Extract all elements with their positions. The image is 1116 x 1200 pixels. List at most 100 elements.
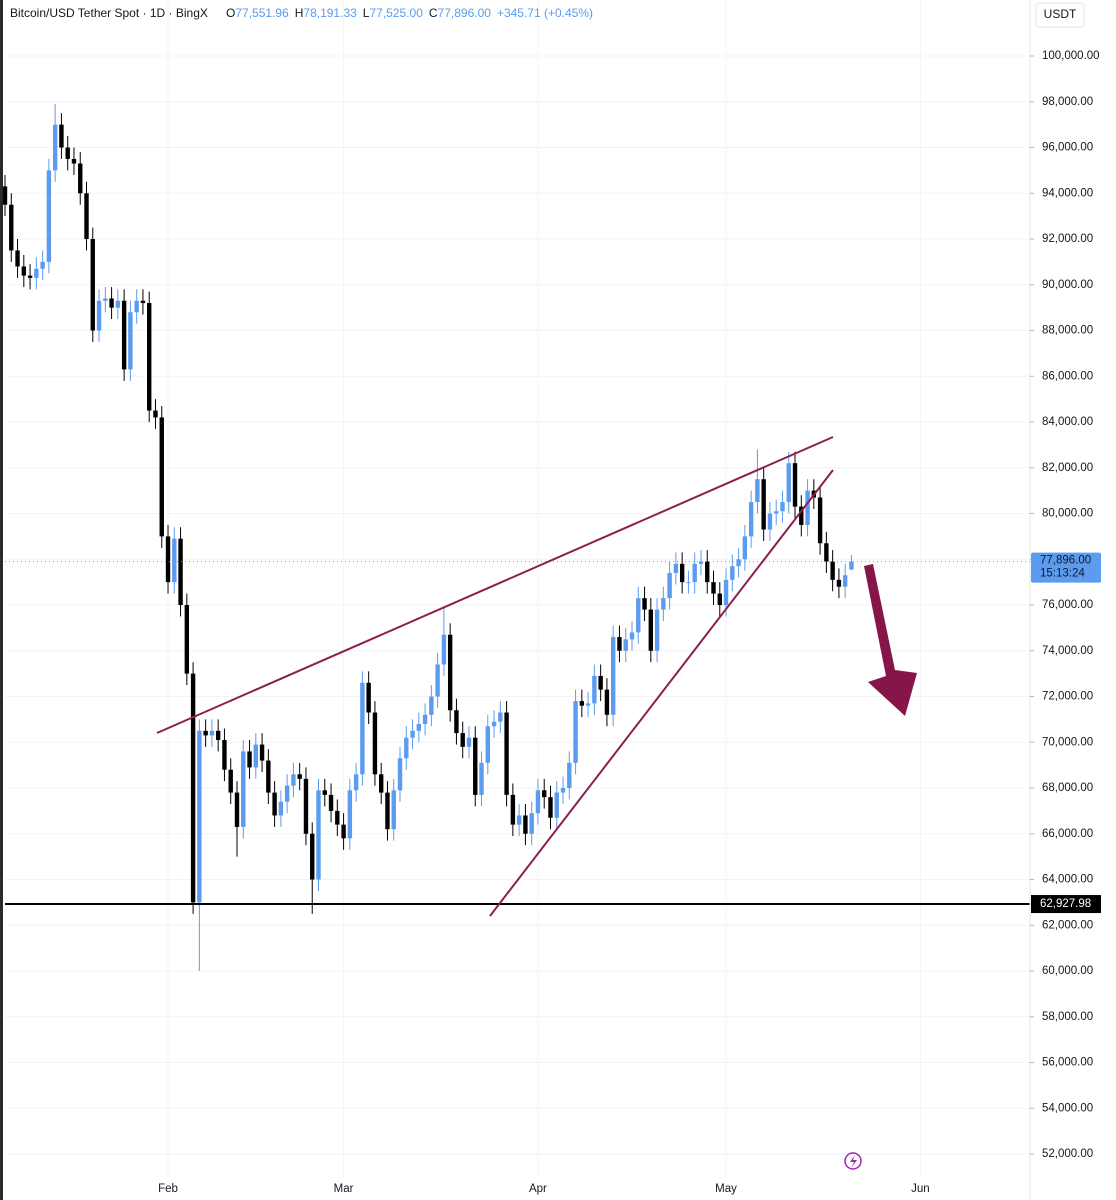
candle-body [190, 673, 196, 903]
overlay [5, 561, 1030, 906]
candle-body [322, 790, 327, 795]
x-tick-label: Jun [911, 1183, 930, 1195]
left-edge [0, 0, 3, 1200]
candle-body [215, 730, 221, 740]
candle-body [147, 303, 152, 411]
y-tick-label: 76,000.00 [1042, 599, 1093, 611]
candle-body [335, 810, 340, 825]
candle-body [830, 561, 835, 580]
candle-body [59, 124, 64, 148]
level-label-box [1031, 895, 1101, 914]
candle-body [736, 559, 741, 567]
candle-body [742, 536, 748, 560]
candle-body [673, 563, 679, 573]
candle-body [21, 266, 27, 276]
currency[interactable]: USDT [1044, 7, 1077, 21]
x-tick-label: Feb [158, 1183, 178, 1195]
candle-body [379, 774, 384, 793]
candle-body [429, 696, 434, 715]
y-tick-label: 66,000.00 [1042, 828, 1093, 840]
ohlc-legend: O77,551.96 H78,191.33 L77,525.00 C77,896.00… [226, 6, 593, 20]
y-tick-label: 82,000.00 [1042, 462, 1093, 474]
candle-body [466, 737, 472, 747]
candle-body [165, 536, 171, 583]
candle-body [792, 463, 798, 507]
candle-body [730, 566, 735, 580]
y-tick-label: 70,000.00 [1042, 736, 1093, 748]
candle-body [184, 605, 190, 674]
candle-body [755, 479, 760, 503]
candle-body [717, 593, 722, 606]
candle-body [491, 721, 497, 727]
candle-body [209, 730, 215, 736]
candle-body [849, 561, 854, 570]
candle-body [460, 733, 465, 747]
candle-body [65, 147, 70, 159]
candle-body [504, 712, 509, 795]
candle-body [153, 410, 158, 418]
y-tick-label: 72,000.00 [1042, 691, 1093, 703]
candle-body [604, 689, 610, 715]
y-tick-label: 86,000.00 [1042, 370, 1093, 382]
y-tick-label: 56,000.00 [1042, 1057, 1093, 1069]
candle-body [115, 300, 121, 308]
ohlc-key: C [429, 6, 438, 20]
candle-body [698, 561, 704, 564]
candle-body [397, 758, 403, 791]
candle-body [34, 268, 39, 278]
candle-body [228, 769, 233, 793]
currency-box[interactable] [1035, 2, 1085, 28]
candle-body [366, 682, 371, 713]
candle-body [679, 563, 685, 583]
candle-body [636, 598, 641, 633]
candle-body [447, 634, 453, 711]
candle-body [441, 634, 447, 665]
candle-body [585, 703, 591, 706]
candle-body [353, 774, 359, 791]
candle-body [78, 163, 83, 194]
ohlc-key: H [295, 6, 304, 20]
y-tick-label: 58,000.00 [1042, 1011, 1093, 1023]
candle-body [310, 833, 315, 880]
candle-body [623, 639, 628, 651]
candle-body [629, 632, 635, 640]
candle-body [548, 797, 553, 818]
candle-body [748, 502, 754, 537]
candle-body [121, 300, 127, 370]
lightning-icon[interactable] [844, 1152, 862, 1170]
candle-body [610, 637, 616, 715]
y-tick-label: 62,000.00 [1042, 919, 1093, 931]
y-tick-label: 94,000.00 [1042, 187, 1093, 199]
candle-body [617, 637, 622, 651]
header: Bitcoin/USD Tether Spot · 1D · BingX O77… [10, 6, 593, 20]
candle-body [661, 598, 666, 610]
candle-body [27, 275, 33, 278]
y-tick-label: 96,000.00 [1042, 142, 1093, 154]
candle-body [172, 538, 177, 583]
candle-body [15, 250, 20, 267]
candle-body [774, 511, 779, 514]
candle-body [529, 813, 534, 834]
y-tick-label: 64,000.00 [1042, 874, 1093, 886]
candle-body [598, 675, 603, 690]
candle-body [234, 792, 240, 827]
candle-body [9, 204, 14, 251]
candle-body [805, 490, 810, 525]
candle-body [222, 739, 227, 770]
candle-body [692, 563, 697, 583]
candle-body [241, 751, 246, 827]
candle-body [278, 801, 284, 816]
candle-body [316, 790, 321, 880]
candle-body [435, 664, 440, 697]
x-tick-label: Apr [529, 1183, 547, 1195]
y-tick-label: 90,000.00 [1042, 279, 1093, 291]
upper-trendline [156, 436, 834, 734]
ohlc-key: L [363, 6, 370, 20]
candle-body [824, 543, 829, 562]
ohlc-key: O [226, 6, 235, 20]
y-tick-label: 92,000.00 [1042, 233, 1093, 245]
ohlc-value: 77,896.00 [438, 6, 492, 20]
candle-body [197, 730, 202, 903]
